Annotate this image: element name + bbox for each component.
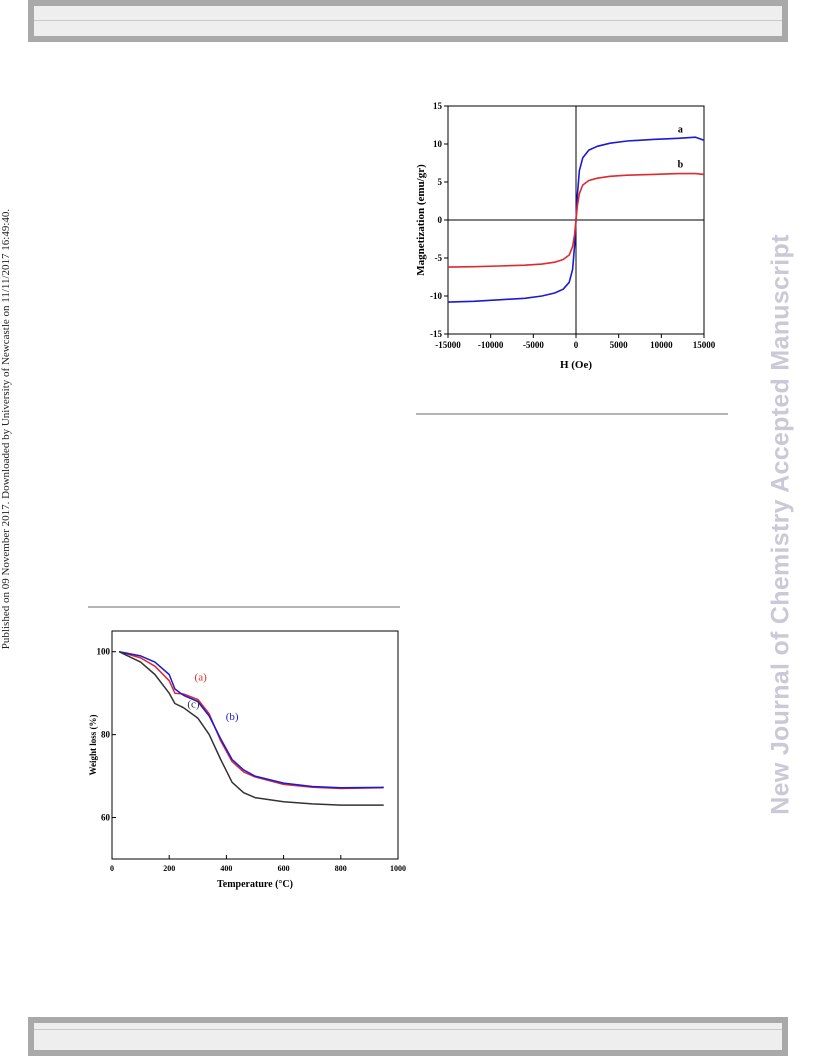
page-footer-inner xyxy=(34,1023,782,1050)
y-tick-label: -10 xyxy=(430,291,442,301)
x-tick-label: -15000 xyxy=(435,340,461,350)
series-label-(a): (a) xyxy=(195,672,208,684)
tga-chart: 0 200 400 600 800 1000 60 80 100 Temperature (°C… xyxy=(88,630,406,890)
x-tick-label: 0 xyxy=(110,864,114,873)
tga-labels: Temperature (°C) Weight loss (%) (a) (b) (c) xyxy=(88,672,293,890)
y-tick-label: -15 xyxy=(430,329,442,339)
series-line-(a) xyxy=(118,650,384,790)
figure-rule-left xyxy=(88,606,400,608)
y-axis-title: Weight loss (%) xyxy=(88,714,98,775)
y-tick-label: 0 xyxy=(438,215,443,225)
tga-axes: 0 200 400 600 800 1000 60 80 100 xyxy=(97,630,406,873)
magnetization-labels: H (Oe) Magnetization (emu/gr) a b xyxy=(415,124,684,371)
journal-watermark: New Journal of Chemistry Accepted Manusc… xyxy=(766,234,795,815)
x-tick-label: -5000 xyxy=(523,340,544,350)
y-tick-label: 15 xyxy=(433,101,443,111)
page-footer-line xyxy=(34,1029,782,1030)
series-line-b xyxy=(447,172,705,268)
magnetization-series xyxy=(447,136,705,303)
series-label-a: a xyxy=(678,124,683,135)
publication-note: Published on 09 November 2017. Downloade… xyxy=(0,208,12,650)
x-tick-label: 800 xyxy=(335,864,347,873)
series-line-(c) xyxy=(118,651,384,806)
x-axis-title: H (Oe) xyxy=(560,359,592,371)
series-label-b: b xyxy=(678,160,684,171)
page-header-inner xyxy=(34,6,782,36)
tga-series xyxy=(118,650,384,806)
magnetization-chart: -15000 -10000 -5000 0 5000 10000 15000 -15 -10 -5… xyxy=(415,101,716,371)
y-tick-label: 100 xyxy=(97,647,111,657)
page-header-bar xyxy=(28,0,788,42)
series-label-(c): (c) xyxy=(187,699,200,711)
x-tick-label: 15000 xyxy=(693,340,716,350)
y-axis-title: Magnetization (emu/gr) xyxy=(415,164,427,276)
magnetization-axes: -15000 -10000 -5000 0 5000 10000 15000 -15 -10 -5… xyxy=(430,101,716,350)
y-tick-label: 80 xyxy=(101,730,111,740)
y-tick-label: 5 xyxy=(438,177,443,187)
page-header-line xyxy=(34,20,782,21)
x-tick-label: 10000 xyxy=(650,340,673,350)
page-footer-bar xyxy=(28,1017,788,1056)
x-tick-label: 1000 xyxy=(390,864,406,873)
x-tick-label: -10000 xyxy=(478,340,504,350)
series-label-(b): (b) xyxy=(226,711,239,723)
x-tick-label: 400 xyxy=(220,864,232,873)
plot-frame xyxy=(111,630,399,860)
x-axis-title: Temperature (°C) xyxy=(217,879,293,890)
y-tick-label: 10 xyxy=(433,139,443,149)
x-tick-label: 0 xyxy=(574,340,579,350)
x-tick-label: 200 xyxy=(163,864,175,873)
x-tick-label: 5000 xyxy=(610,340,629,350)
x-tick-label: 600 xyxy=(278,864,290,873)
y-tick-label: 60 xyxy=(101,813,111,823)
figure-rule-right xyxy=(416,413,728,415)
y-tick-label: -5 xyxy=(435,253,443,263)
series-line-(b) xyxy=(118,650,384,789)
